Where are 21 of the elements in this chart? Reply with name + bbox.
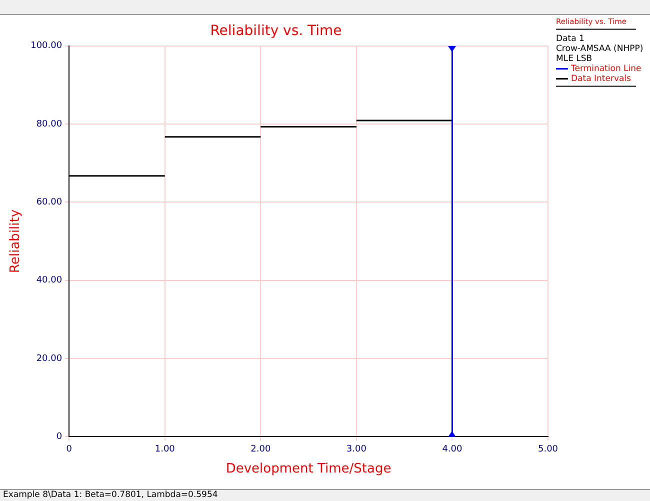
text: Crow-AMSAA (NHPP): [556, 44, 644, 54]
text: MLE LSB: [556, 54, 592, 64]
x-tick-label: 5.00: [538, 444, 558, 454]
chart-title: Reliability vs. Time: [210, 23, 342, 40]
x-tick-label: 1.00: [154, 444, 176, 454]
y-tick-label: 20.00: [36, 354, 62, 364]
text: Example 8\Data 1: Beta=0.7801, Lambda=0.5954: [3, 490, 218, 500]
y-axis-title: Reliability: [8, 209, 24, 273]
x-tick-label: 3.00: [346, 444, 367, 454]
x-tick-label: 4.00: [442, 444, 463, 454]
y-tick-label: 0: [56, 432, 62, 442]
y-tick-label: 100.00: [30, 41, 62, 52]
x-axis-title: Development Time/Stage: [226, 462, 392, 477]
x-tick-label: 2.00: [250, 444, 271, 454]
y-tick-label: 60.00: [36, 197, 62, 208]
y-tick-label: 80.00: [36, 119, 62, 130]
x-tick-label: 0: [66, 444, 72, 454]
legend-label: Termination Line: [570, 64, 642, 74]
y-tick-label: 40.00: [36, 276, 62, 286]
text: Data 1: [556, 34, 584, 44]
legend-label: Data Intervals: [571, 74, 632, 84]
